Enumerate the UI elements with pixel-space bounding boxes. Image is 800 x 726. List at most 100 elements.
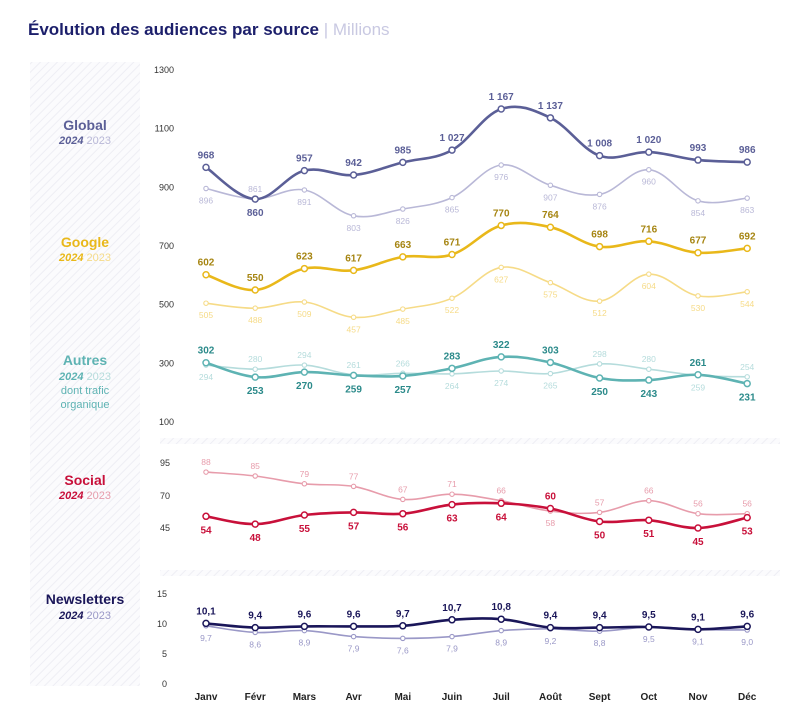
point-google-2024 [547,224,553,230]
data-label-google-2023: 457 [347,324,361,334]
y-tick-label-newsletters: 10 [157,619,167,629]
data-label-google-2023: 485 [396,316,410,326]
point-google-2023 [401,307,405,311]
point-social-2023 [597,510,601,514]
point-autres-2024 [498,354,504,360]
data-label-autres-2023: 259 [691,382,705,392]
data-label-social-2023: 67 [398,484,408,494]
data-label-newsletters-2023: 8,9 [298,638,310,648]
data-label-newsletters-2024: 9,6 [347,609,361,620]
point-autres-2024 [252,374,258,380]
data-label-autres-2023: 266 [396,358,410,368]
point-autres-2023 [253,367,257,371]
series-note-line-1: dont trafic [61,385,110,397]
data-label-google-2024: 716 [640,224,657,235]
year-previous-label: 2023 [87,135,111,147]
x-tick-label: Mai [394,692,411,703]
y-tick-label-top: 1100 [155,124,174,134]
data-label-autres-2024: 250 [591,387,608,398]
data-label-google-2023: 604 [642,281,656,291]
data-label-autres-2024: 322 [493,340,510,351]
point-newsletters-2024 [744,623,750,629]
data-label-newsletters-2023: 9,5 [643,634,655,644]
y-tick-label-newsletters: 15 [157,589,167,599]
line-social-2024 [206,503,747,528]
line-newsletters-2024 [206,618,747,629]
year-current-label: 2024 [58,371,83,383]
line-global-2024 [206,107,747,199]
x-axis: Janv Févr Mars Avr Mai Juin Juil Août Sept Oct Nov… [195,692,757,703]
point-social-2024 [351,509,357,515]
y-tick-label-social: 70 [160,491,170,501]
data-label-newsletters-2023: 9,0 [741,637,753,647]
point-google-2023 [499,265,503,269]
data-label-autres-2023: 294 [297,350,311,360]
y-tick-label-top: 100 [159,417,174,427]
data-label-google-2024: 602 [198,258,215,269]
data-label-social-2023: 56 [742,499,752,509]
year-previous-label: 2023 [87,610,111,622]
point-newsletters-2024 [547,625,553,631]
data-label-autres-2024: 261 [690,358,707,369]
data-label-newsletters-2024: 9,4 [593,611,607,622]
point-social-2024 [400,511,406,517]
data-label-global-2023: 865 [445,205,459,215]
data-label-newsletters-2024: 9,5 [642,610,656,621]
point-global-2023 [401,207,405,211]
point-google-2024 [597,244,603,250]
data-label-newsletters-2023: 9,2 [544,636,556,646]
data-label-google-2024: 698 [591,230,608,241]
point-global-2023 [696,199,700,203]
point-newsletters-2024 [597,625,603,631]
data-label-newsletters-2024: 9,1 [691,612,705,623]
data-label-global-2023: 854 [691,208,705,218]
data-label-social-2024: 54 [200,525,212,536]
point-global-2024 [301,168,307,174]
point-autres-2024 [597,375,603,381]
data-label-newsletters-2024: 10,8 [491,602,511,613]
series-name-social: Social [64,472,105,488]
point-global-2024 [351,172,357,178]
panel-separator-1 [160,438,780,444]
point-social-2024 [449,502,455,508]
point-social-2024 [301,512,307,518]
point-autres-2023 [548,371,552,375]
point-autres-2024 [400,373,406,379]
data-label-autres-2024: 259 [345,384,362,395]
point-google-2023 [647,272,651,276]
data-label-social-2024: 55 [299,524,311,535]
point-social-2023 [351,484,355,488]
data-label-google-2024: 677 [690,236,707,247]
point-google-2024 [203,272,209,278]
point-global-2024 [449,147,455,153]
data-label-global-2024: 1 167 [489,92,514,103]
data-label-social-2024: 45 [692,537,704,548]
point-google-2024 [449,252,455,258]
data-label-google-2024: 764 [542,210,559,221]
point-social-2023 [401,497,405,501]
data-label-newsletters-2023: 8,6 [249,639,261,649]
year-current-label: 2024 [58,135,83,147]
y-tick-label-top: 900 [159,182,174,192]
point-global-2023 [351,214,355,218]
data-label-autres-2024: 257 [394,385,411,396]
point-social-2023 [450,492,454,496]
point-global-2023 [302,188,306,192]
data-label-google-2023: 512 [593,308,607,318]
data-label-global-2024: 986 [739,145,756,156]
point-global-2024 [597,153,603,159]
data-label-google-2024: 663 [394,240,411,251]
data-label-autres-2023: 280 [642,354,656,364]
y-tick-label-newsletters: 0 [162,679,167,689]
point-newsletters-2024 [646,624,652,630]
data-label-google-2024: 770 [493,208,510,219]
point-social-2024 [252,521,258,527]
point-global-2024 [400,159,406,165]
data-label-global-2023: 976 [494,172,508,182]
data-label-global-2023: 876 [593,201,607,211]
data-label-google-2024: 692 [739,231,756,242]
data-label-newsletters-2024: 9,4 [248,611,262,622]
point-google-2024 [695,250,701,256]
audience-chart: 13001100900700500300100957045151050 9688… [0,0,800,726]
data-label-google-2023: 509 [297,309,311,319]
